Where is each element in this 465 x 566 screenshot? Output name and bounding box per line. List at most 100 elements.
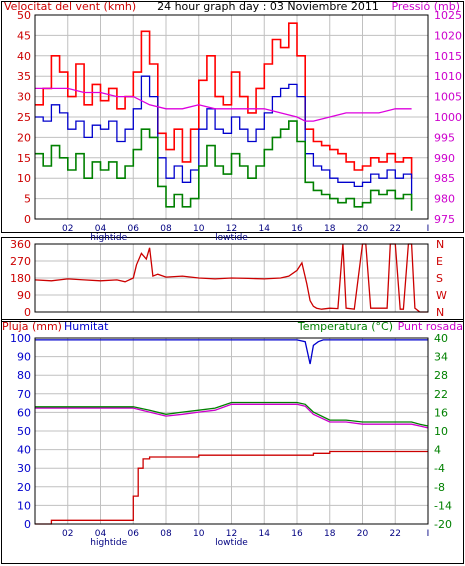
x-tick-label: I <box>427 224 430 234</box>
tide-label-hightide: hightide <box>90 233 127 243</box>
compass-label: N <box>436 238 444 251</box>
x-tick-label: 04 <box>95 224 107 234</box>
x-tick-label: 02 <box>62 529 73 539</box>
y2-tick-label: 16 <box>434 406 448 419</box>
panel-frame-climate <box>1 319 464 564</box>
series-line-rain <box>35 450 428 525</box>
y2-tick-label: 1015 <box>434 50 462 63</box>
y2-tick-label: 975 <box>434 213 455 226</box>
series-line-humidity <box>35 339 428 365</box>
chart-title: 24 hour graph day : 03 Noviembre 2011 <box>157 0 379 13</box>
y-tick-label: 50 <box>17 425 31 438</box>
x-tick-label: 08 <box>160 224 172 234</box>
compass-label: N <box>436 306 444 319</box>
y2-tick-label: 1010 <box>434 70 462 83</box>
x-tick-label: 16 <box>291 224 303 234</box>
y-tick-label: 180 <box>10 272 31 285</box>
x-tick-label: 14 <box>259 529 271 539</box>
series-line-temperature <box>35 401 429 427</box>
y-tick-label: 360 <box>10 238 31 251</box>
x-tick-label: 22 <box>390 224 401 234</box>
y-tick-label: 0 <box>24 306 31 319</box>
plot-border <box>34 243 429 313</box>
y2-tick-label: -4 <box>434 462 445 475</box>
y2-tick-label: 985 <box>434 172 455 185</box>
x-tick-label: 04 <box>95 529 107 539</box>
x-tick-label: 20 <box>357 529 369 539</box>
y-tick-label: 5 <box>24 193 31 206</box>
y-tick-label: 270 <box>10 255 31 268</box>
y-tick-label: 90 <box>17 351 31 364</box>
x-tick-label: 08 <box>160 529 172 539</box>
y2-tick-label: 1000 <box>434 111 462 124</box>
y-tick-label: 25 <box>17 111 31 124</box>
tide-label-lowtide: lowtide <box>215 233 248 243</box>
x-tick-label: 16 <box>291 529 303 539</box>
x-tick-label: 12 <box>226 224 237 234</box>
series-line-gust <box>35 22 413 179</box>
plot-border <box>34 337 429 525</box>
y2-tick-label: 1005 <box>434 91 462 104</box>
y-tick-label: 90 <box>17 289 31 302</box>
pressure-axis-title: Pressió (mb) <box>391 0 460 13</box>
x-tick-label: 06 <box>128 529 140 539</box>
y-tick-label: 0 <box>24 518 31 531</box>
y-tick-label: 100 <box>10 332 31 345</box>
y2-tick-label: 1025 <box>434 9 462 22</box>
series-line-dewpoint <box>35 403 429 429</box>
y-tick-label: 20 <box>17 481 31 494</box>
y2-tick-label: -20 <box>434 518 452 531</box>
x-tick-label: 10 <box>193 529 205 539</box>
x-tick-label: 10 <box>193 224 205 234</box>
panel-frame-direction <box>1 237 464 322</box>
y2-tick-label: 22 <box>434 388 448 401</box>
y-tick-label: 50 <box>17 9 31 22</box>
compass-label: E <box>436 255 443 268</box>
y-tick-label: 20 <box>17 131 31 144</box>
plot-border <box>34 14 429 220</box>
y2-tick-label: 10 <box>434 425 448 438</box>
y-tick-label: 30 <box>17 91 31 104</box>
x-tick-label: 06 <box>128 224 140 234</box>
y2-tick-label: 4 <box>434 444 441 457</box>
y2-tick-label: 34 <box>434 351 448 364</box>
y2-tick-label: 995 <box>434 131 455 144</box>
y2-tick-label: 980 <box>434 193 455 206</box>
series-line-avg <box>35 75 413 195</box>
tide-label-lowtide: lowtide <box>215 538 248 548</box>
x-tick-label: 02 <box>62 224 73 234</box>
y2-tick-label: 990 <box>434 152 455 165</box>
rain-axis-title: Pluja (mm) <box>2 320 62 333</box>
y-tick-label: 30 <box>17 462 31 475</box>
y-tick-label: 0 <box>24 213 31 226</box>
x-tick-label: I <box>427 529 430 539</box>
y2-tick-label: 28 <box>434 369 448 382</box>
y-tick-label: 10 <box>17 172 31 185</box>
y-tick-label: 40 <box>17 444 31 457</box>
y2-tick-label: 1020 <box>434 29 462 42</box>
y2-tick-label: -8 <box>434 481 445 494</box>
compass-label: S <box>436 272 443 285</box>
x-tick-label: 22 <box>390 529 401 539</box>
compass-label: W <box>436 289 447 302</box>
y-tick-label: 15 <box>17 152 31 165</box>
series-line-direction <box>34 243 428 313</box>
y-tick-label: 45 <box>17 29 31 42</box>
x-tick-label: 18 <box>324 529 336 539</box>
y-tick-label: 10 <box>17 499 31 512</box>
wind-speed-axis-title: Velocitat del vent (kmh) <box>4 0 136 13</box>
humidity-axis-title: Humitat <box>64 320 109 333</box>
x-tick-label: 14 <box>259 224 271 234</box>
tide-label-hightide: hightide <box>90 538 127 548</box>
x-tick-label: 18 <box>324 224 336 234</box>
dewpoint-axis-title: Punt rosada <box>398 320 463 333</box>
y2-tick-label: -14 <box>434 499 452 512</box>
x-tick-label: 20 <box>357 224 369 234</box>
y-tick-label: 40 <box>17 50 31 63</box>
y-tick-label: 70 <box>17 388 31 401</box>
series-line-min <box>35 120 413 211</box>
panel-frame-wind <box>1 1 464 233</box>
y-tick-label: 80 <box>17 369 31 382</box>
y-tick-label: 35 <box>17 70 31 83</box>
